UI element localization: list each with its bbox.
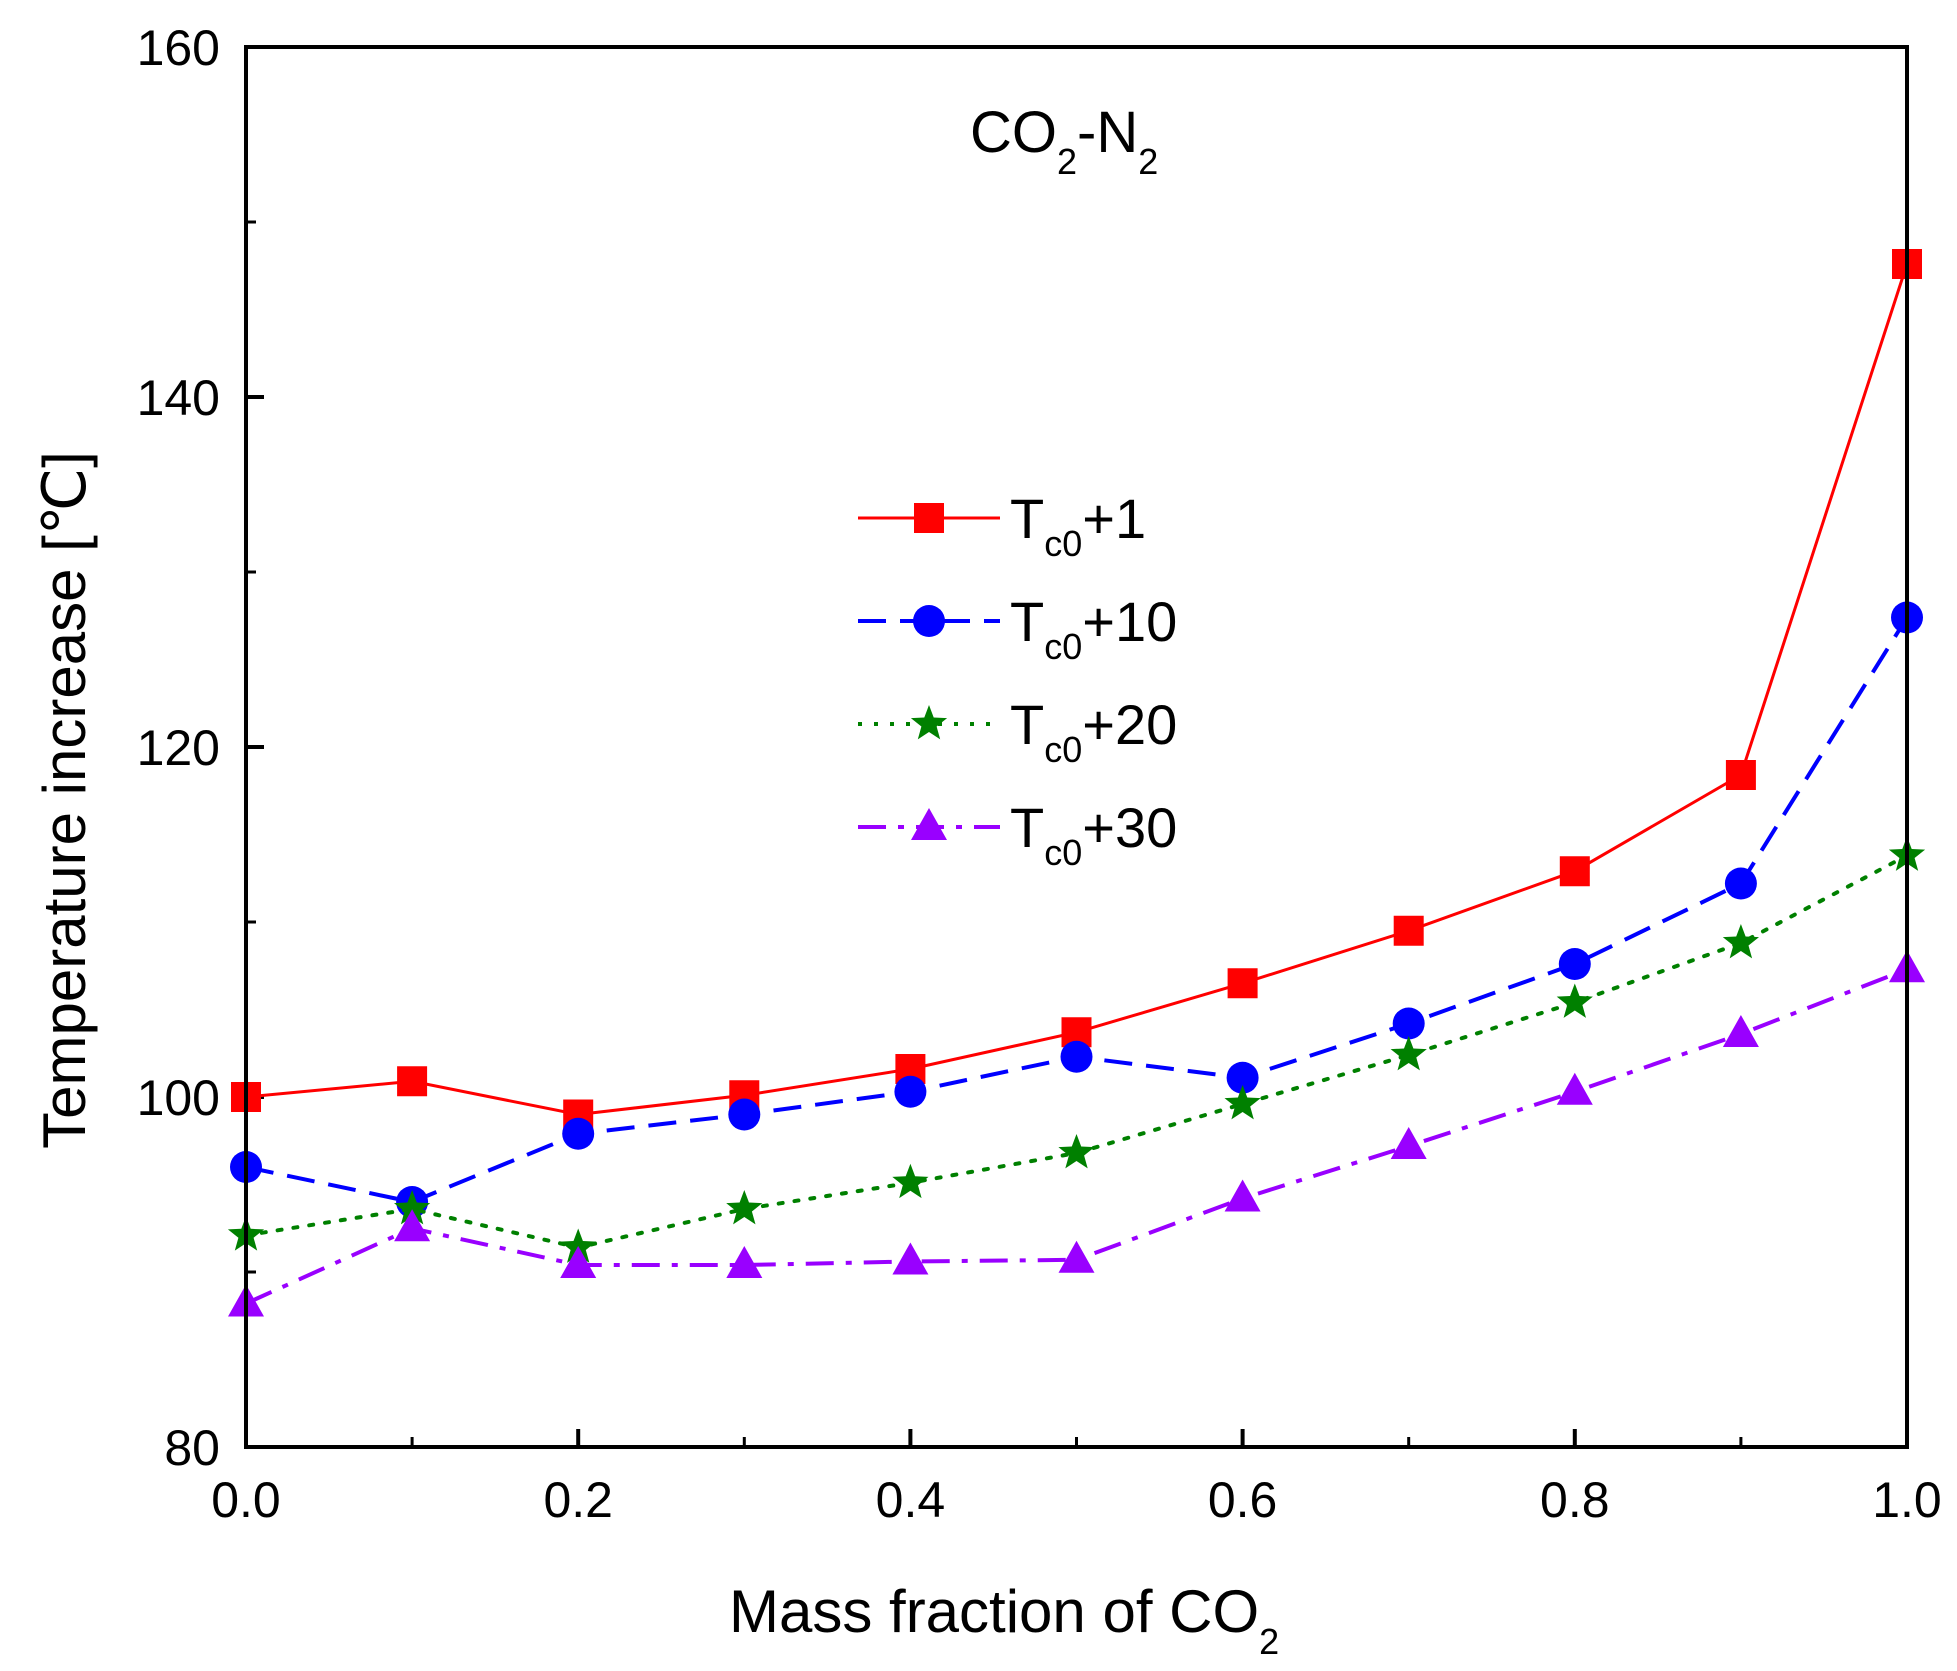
data-point [1060, 1040, 1093, 1073]
data-point [1556, 1072, 1593, 1105]
data-point [1058, 1134, 1095, 1169]
y-tick-label: 120 [137, 720, 220, 776]
data-point [1725, 760, 1756, 790]
legend-marker [914, 503, 944, 533]
y-tick-label: 80 [164, 1420, 220, 1476]
x-tick-label: 1.0 [1872, 1472, 1942, 1528]
legend-marker [911, 808, 947, 840]
y-tick-label: 140 [137, 370, 220, 426]
x-axis-title: Mass fraction of CO2 [729, 1578, 1279, 1662]
legend-entry: Tc0+10 [858, 590, 1177, 667]
x-tick-label: 0.6 [1208, 1472, 1278, 1528]
data-point [560, 1246, 597, 1278]
data-point [1224, 1179, 1261, 1212]
legend-label: Tc0+1 [1010, 487, 1146, 564]
data-point [562, 1117, 595, 1150]
data-point [1392, 1007, 1425, 1040]
data-point [892, 1163, 929, 1199]
series-line [245, 967, 1908, 1306]
data-point [1724, 867, 1757, 900]
legend-marker [913, 605, 945, 637]
series-layer [227, 249, 1926, 1317]
data-point [892, 1242, 929, 1275]
chart-annotation: CO2-N2 [970, 100, 1158, 182]
data-point [1226, 1061, 1259, 1094]
plot-frame [244, 45, 1909, 1449]
series-2 [230, 601, 1923, 1218]
data-point [894, 1075, 927, 1108]
x-tick-label: 0.8 [1540, 1472, 1610, 1528]
legend-label: Tc0+30 [1010, 796, 1177, 873]
x-tick-label: 0.0 [211, 1472, 281, 1528]
legend-label: Tc0+10 [1010, 590, 1177, 667]
series-line [245, 263, 1909, 1117]
tick-labels: 0.0 0.2 0.4 0.6 0.8 1.0 80 100 120 140 160 [137, 20, 1942, 1528]
data-point [728, 1098, 761, 1131]
data-point [560, 1228, 597, 1263]
x-tick-label: 0.2 [543, 1472, 613, 1528]
legend-entry: Tc0+1 [858, 487, 1146, 564]
data-point [1390, 1036, 1427, 1071]
data-point [1390, 1127, 1427, 1159]
legend-label: Tc0+20 [1010, 693, 1177, 770]
data-point [397, 1066, 428, 1097]
data-point [1722, 924, 1759, 959]
y-tick-label: 160 [137, 20, 220, 76]
legend-entry: Tc0+30 [858, 796, 1177, 873]
legend-marker [910, 705, 948, 740]
data-point [1556, 983, 1593, 1018]
legend: Tc0+1 Tc0+10 Tc0+20 Tc0+30 [858, 487, 1177, 873]
data-point [1722, 1015, 1759, 1047]
data-point [1224, 1085, 1261, 1120]
series-4 [228, 950, 1925, 1317]
data-point [1058, 1240, 1095, 1273]
data-point [1559, 856, 1590, 887]
series-1 [231, 249, 1922, 1130]
series-line [245, 616, 1909, 1205]
data-point [726, 1190, 763, 1225]
data-point [1227, 968, 1258, 999]
data-point [726, 1246, 763, 1278]
data-point [394, 1209, 431, 1242]
data-point [1558, 948, 1591, 980]
legend-entry: Tc0+20 [858, 693, 1177, 770]
data-point [1393, 915, 1424, 946]
x-tick-label: 0.4 [876, 1472, 946, 1528]
y-axis-title: Temperature increase [℃] [31, 451, 98, 1149]
data-point [394, 1190, 431, 1225]
y-tick-label: 100 [137, 1070, 220, 1126]
